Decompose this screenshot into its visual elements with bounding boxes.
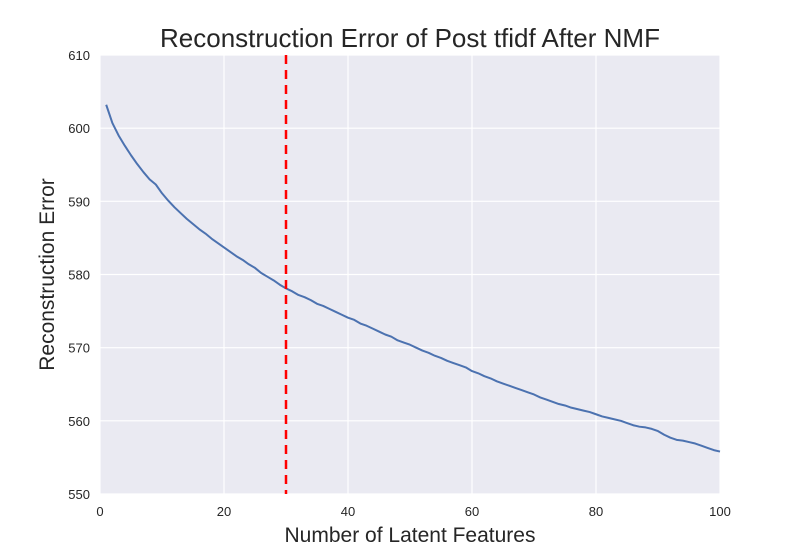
x-tick-label: 20	[217, 504, 231, 519]
x-tick-label: 100	[709, 504, 731, 519]
chart-title: Reconstruction Error of Post tfidf After…	[160, 23, 660, 53]
series-line	[105, 104, 721, 453]
y-tick-label: 550	[68, 487, 90, 502]
y-axis-ticks: 550 560 570 580 590 600 610	[68, 48, 90, 502]
x-tick-label: 40	[341, 504, 355, 519]
x-tick-label: 0	[96, 504, 103, 519]
y-tick-label: 570	[68, 341, 90, 356]
y-tick-label: 600	[68, 121, 90, 136]
grid	[99, 54, 721, 495]
x-tick-label: 60	[465, 504, 479, 519]
x-axis-label: Number of Latent Features	[285, 524, 536, 547]
series-layer	[105, 104, 721, 453]
x-tick-label: 80	[589, 504, 603, 519]
x-axis-ticks: 0 20 40 60 80 100	[96, 504, 730, 519]
y-tick-label: 560	[68, 414, 90, 429]
y-tick-label: 610	[68, 48, 90, 63]
y-tick-label: 580	[68, 268, 90, 283]
y-tick-label: 590	[68, 194, 90, 209]
y-axis-label: Reconstruction Error	[36, 178, 59, 371]
